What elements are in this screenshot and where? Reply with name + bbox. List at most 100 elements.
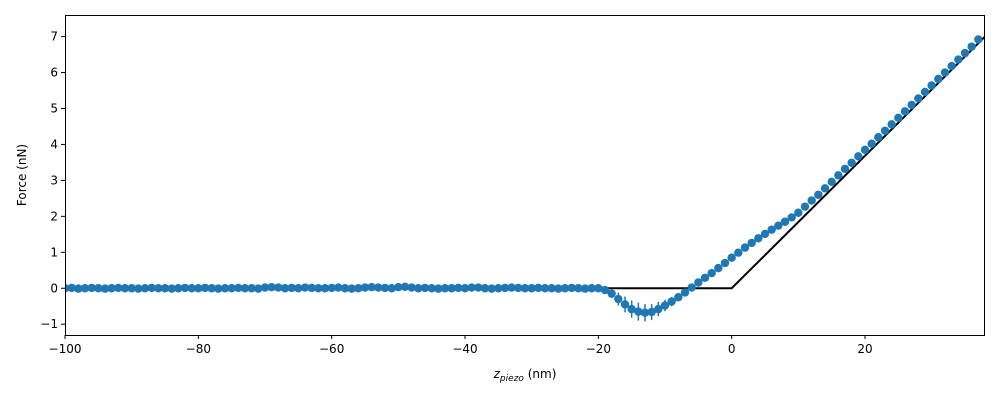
y-tick-label: 0 (50, 281, 58, 295)
data-point (567, 283, 576, 293)
data-point (607, 289, 616, 298)
data-point (220, 284, 230, 293)
marker-group (65, 35, 983, 317)
data-point (74, 284, 83, 293)
data-point (247, 284, 256, 293)
data-point (167, 284, 176, 293)
data-point (187, 284, 196, 293)
data-point (707, 268, 716, 278)
data-point (527, 284, 536, 293)
data-point (967, 42, 976, 51)
data-point (880, 126, 890, 135)
y-tick-label: 5 (50, 101, 58, 115)
data-point (334, 283, 343, 292)
data-point (794, 208, 803, 217)
data-point (507, 283, 516, 292)
data-point (367, 282, 376, 292)
data-point (587, 284, 596, 293)
data-point (340, 284, 350, 293)
data-point (174, 284, 183, 293)
data-point (360, 283, 370, 292)
data-point (727, 253, 736, 262)
data-point (914, 94, 923, 103)
data-point (547, 284, 556, 293)
data-point (440, 284, 450, 293)
data-point (514, 283, 523, 293)
data-point (934, 74, 943, 84)
y-tick-label: 6 (50, 66, 58, 80)
data-point (354, 284, 363, 293)
data-point (234, 283, 243, 293)
data-point (294, 284, 303, 293)
data-point (654, 304, 663, 314)
data-point (127, 284, 136, 293)
data-point (600, 285, 610, 295)
data-point (320, 284, 330, 293)
data-point (820, 184, 830, 193)
data-point (520, 284, 530, 293)
data-point (134, 284, 143, 293)
data-point (454, 283, 463, 293)
data-point (447, 284, 456, 293)
data-point (860, 145, 870, 155)
y-tick-label: −1 (40, 317, 58, 331)
data-point (874, 133, 883, 142)
data-point (840, 164, 850, 174)
data-point (954, 55, 963, 64)
data-point (634, 307, 643, 316)
data-point (714, 263, 723, 273)
data-point (427, 284, 436, 293)
data-point (80, 284, 90, 293)
data-point (474, 283, 483, 292)
data-point (414, 284, 423, 293)
x-tick-label: −40 (452, 342, 477, 356)
data-point (380, 283, 390, 293)
data-point (560, 284, 570, 293)
y-tick-label: 2 (50, 209, 58, 223)
data-point (747, 238, 756, 248)
y-tick-label: 4 (50, 137, 58, 151)
x-tick-label: 20 (857, 342, 872, 356)
data-point (307, 283, 316, 293)
axes-frame (65, 15, 985, 336)
data-point (847, 158, 856, 167)
data-point (580, 284, 590, 293)
data-point (347, 284, 356, 293)
data-point (754, 234, 763, 243)
data-point (240, 284, 250, 293)
data-point (200, 283, 210, 293)
data-point (787, 213, 796, 222)
data-point (387, 284, 396, 293)
data-point (974, 35, 983, 44)
x-axis-label: zpiezo (nm) (493, 367, 557, 384)
data-point (574, 284, 583, 293)
data-point (834, 171, 843, 180)
data-point (900, 107, 910, 116)
data-point (67, 283, 76, 293)
data-point (120, 284, 130, 293)
data-point (680, 288, 690, 297)
x-tick-label: −100 (49, 342, 82, 356)
x-axis-ticks: −100 −80 −60 −40 −20 0 20 (49, 335, 873, 356)
data-point (180, 283, 190, 293)
data-point (214, 284, 223, 293)
data-point (627, 304, 636, 314)
y-axis-label: Force (nN) (15, 144, 29, 206)
data-point (194, 284, 203, 293)
data-point (254, 284, 263, 293)
data-point (140, 284, 150, 293)
data-point (480, 284, 490, 293)
data-point (740, 243, 750, 252)
data-point (94, 284, 103, 293)
data-point (640, 308, 650, 317)
x-tick-label: 0 (728, 342, 736, 356)
data-point (780, 217, 790, 226)
data-point (287, 283, 296, 293)
data-point (487, 284, 496, 293)
data-point (434, 284, 443, 293)
data-point (327, 283, 336, 293)
data-point (107, 284, 116, 293)
data-point (920, 87, 930, 97)
data-point (960, 48, 970, 58)
